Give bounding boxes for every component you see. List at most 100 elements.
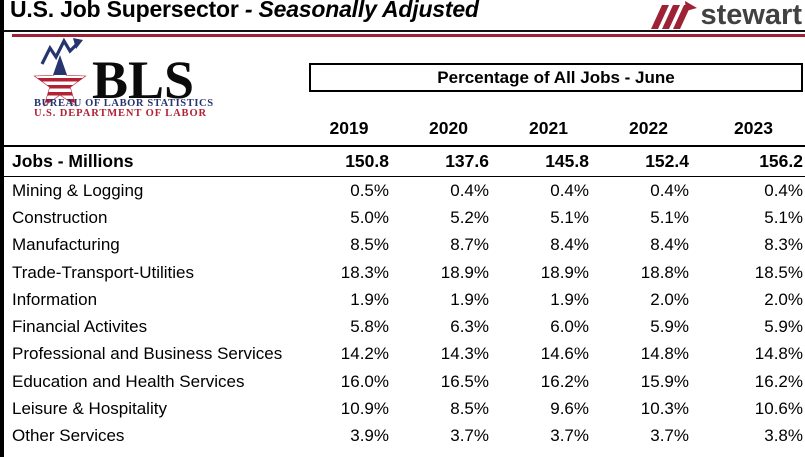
value-cell: 137.6 bbox=[403, 146, 503, 177]
value-cell: 145.8 bbox=[503, 146, 603, 177]
year-header: 2021 bbox=[529, 118, 568, 138]
page-title-subtitle: - Seasonally Adjusted bbox=[244, 0, 479, 22]
row-label: Leisure & Hospitality bbox=[12, 399, 167, 419]
year-header: 2023 bbox=[734, 118, 773, 138]
value-cell: 18.9% bbox=[540, 262, 589, 282]
value-cell: 152.4 bbox=[603, 146, 703, 177]
table-row: Trade-Transport-Utilities 18.3% 18.9% 18.9%… bbox=[4, 259, 805, 286]
bls-bureau-line: BUREAU OF LABOR STATISTICS bbox=[34, 98, 214, 109]
banner-box: Percentage of All Jobs - June bbox=[309, 63, 803, 92]
row-label: Financial Activites bbox=[12, 317, 148, 337]
row-label: Information bbox=[12, 289, 98, 309]
row-label: Other Services bbox=[12, 426, 125, 446]
value-cell: 8.5% bbox=[450, 399, 489, 419]
page-title: U.S. Job Supersector - Seasonally Adjust… bbox=[10, 0, 479, 23]
value-cell: 1.9% bbox=[350, 289, 389, 309]
value-cell: 1.9% bbox=[450, 289, 489, 309]
table-row: Manufacturing 8.5% 8.7% 8.4% 8.4% 8.3% bbox=[4, 232, 805, 259]
value-cell: 14.8% bbox=[640, 344, 689, 364]
table-row: Leisure & Hospitality 10.9% 8.5% 9.6% 10.3% 1… bbox=[4, 395, 805, 422]
value-cell: 5.9% bbox=[764, 317, 803, 337]
stewart-logo: stewart bbox=[650, 0, 802, 30]
value-cell: 5.1% bbox=[650, 207, 689, 227]
value-cell: 18.3% bbox=[340, 262, 389, 282]
value-cell: 8.7% bbox=[450, 235, 489, 255]
value-cell: 16.0% bbox=[340, 371, 389, 391]
bls-dept-line: U.S. DEPARTMENT OF LABOR bbox=[34, 108, 207, 118]
value-cell: 5.0% bbox=[350, 207, 389, 227]
stewart-wordmark: stewart bbox=[700, 0, 802, 31]
row-label: Mining & Logging bbox=[12, 180, 144, 200]
page-title-main: U.S. Job Supersector bbox=[10, 0, 239, 22]
value-cell: 18.5% bbox=[754, 262, 803, 282]
value-cell: 14.2% bbox=[340, 344, 389, 364]
value-cell: 6.3% bbox=[450, 317, 489, 337]
value-cell: 14.6% bbox=[540, 344, 589, 364]
table-row: Government15.0%15.6%15.1%14.5%14.5% bbox=[4, 450, 805, 457]
bls-logo: BLS BUREAU OF LABOR STATISTICS U.S. DEPA… bbox=[28, 36, 238, 123]
value-cell: 8.4% bbox=[650, 235, 689, 255]
value-cell: 156.2 bbox=[703, 146, 805, 177]
value-cell: 18.9% bbox=[440, 262, 489, 282]
value-cell: 14.5% bbox=[703, 450, 805, 457]
summary-row: Jobs - Millions 150.8 137.6 145.8 152.4 156.2 bbox=[4, 146, 805, 177]
value-cell: 5.1% bbox=[764, 207, 803, 227]
table-row: Information 1.9% 1.9% 1.9% 2.0% 2.0% bbox=[4, 286, 805, 313]
value-cell: 3.9% bbox=[350, 426, 389, 446]
value-cell: 8.4% bbox=[550, 235, 589, 255]
table-row: Construction 5.0% 5.2% 5.1% 5.1% 5.1% bbox=[4, 204, 805, 231]
table-row: Other Services 3.9% 3.7% 3.7% 3.7% 3.8% bbox=[4, 423, 805, 450]
jobs-table: 2019 2020 2021 2022 2023 Jobs - Millions 150.… bbox=[4, 112, 805, 457]
value-cell: 3.8% bbox=[764, 426, 803, 446]
row-label: Manufacturing bbox=[12, 235, 120, 255]
table-row: Financial Activites 5.8% 6.3% 6.0% 5.9% 5.9% bbox=[4, 313, 805, 340]
value-cell: 0.4% bbox=[450, 180, 489, 200]
row-label: Education and Health Services bbox=[12, 371, 245, 391]
value-cell: 15.9% bbox=[640, 371, 689, 391]
value-cell: 14.8% bbox=[754, 344, 803, 364]
bls-zigzag-icon bbox=[40, 37, 83, 65]
title-underline bbox=[4, 30, 805, 32]
value-cell: 10.9% bbox=[340, 399, 389, 419]
bls-star-icon bbox=[33, 55, 87, 107]
value-cell: 1.9% bbox=[550, 289, 589, 309]
year-header: 2022 bbox=[629, 118, 668, 138]
row-label: Professional and Business Services bbox=[12, 344, 283, 364]
value-cell: 2.0% bbox=[764, 289, 803, 309]
row-label: Jobs - Millions bbox=[4, 146, 304, 177]
table-row: Professional and Business Services 14.2% 1… bbox=[4, 341, 805, 368]
bls-acronym: BLS bbox=[92, 50, 194, 110]
value-cell: 8.3% bbox=[764, 235, 803, 255]
value-cell: 0.5% bbox=[350, 180, 389, 200]
year-header-row: 2019 2020 2021 2022 2023 bbox=[4, 112, 805, 146]
value-cell: 16.2% bbox=[540, 371, 589, 391]
value-cell: 5.9% bbox=[650, 317, 689, 337]
value-cell: 10.6% bbox=[754, 399, 803, 419]
value-cell: 150.8 bbox=[304, 146, 403, 177]
red-divider-line bbox=[12, 34, 805, 37]
value-cell: 8.5% bbox=[350, 235, 389, 255]
value-cell: 15.0% bbox=[304, 450, 403, 457]
value-cell: 2.0% bbox=[650, 289, 689, 309]
value-cell: 5.8% bbox=[350, 317, 389, 337]
value-cell: 14.5% bbox=[603, 450, 703, 457]
value-cell: 18.8% bbox=[640, 262, 689, 282]
table-row: Mining & Logging 0.5% 0.4% 0.4% 0.4% 0.4% bbox=[4, 177, 805, 205]
stewart-stripes-icon bbox=[650, 0, 700, 35]
row-label: Trade-Transport-Utilities bbox=[12, 262, 195, 282]
value-cell: 3.7% bbox=[550, 426, 589, 446]
value-cell: 0.4% bbox=[550, 180, 589, 200]
value-cell: 9.6% bbox=[550, 399, 589, 419]
value-cell: 14.3% bbox=[440, 344, 489, 364]
row-label: Construction bbox=[12, 207, 108, 227]
year-header: 2019 bbox=[329, 118, 369, 138]
value-cell: 5.1% bbox=[550, 207, 589, 227]
value-cell: 16.5% bbox=[440, 371, 489, 391]
value-cell: 3.7% bbox=[650, 426, 689, 446]
value-cell: 10.3% bbox=[640, 399, 689, 419]
table-row: Education and Health Services 16.0% 16.5% 1… bbox=[4, 368, 805, 395]
corner-cell bbox=[4, 112, 304, 146]
value-cell: 0.4% bbox=[764, 180, 803, 200]
value-cell: 0.4% bbox=[650, 180, 689, 200]
